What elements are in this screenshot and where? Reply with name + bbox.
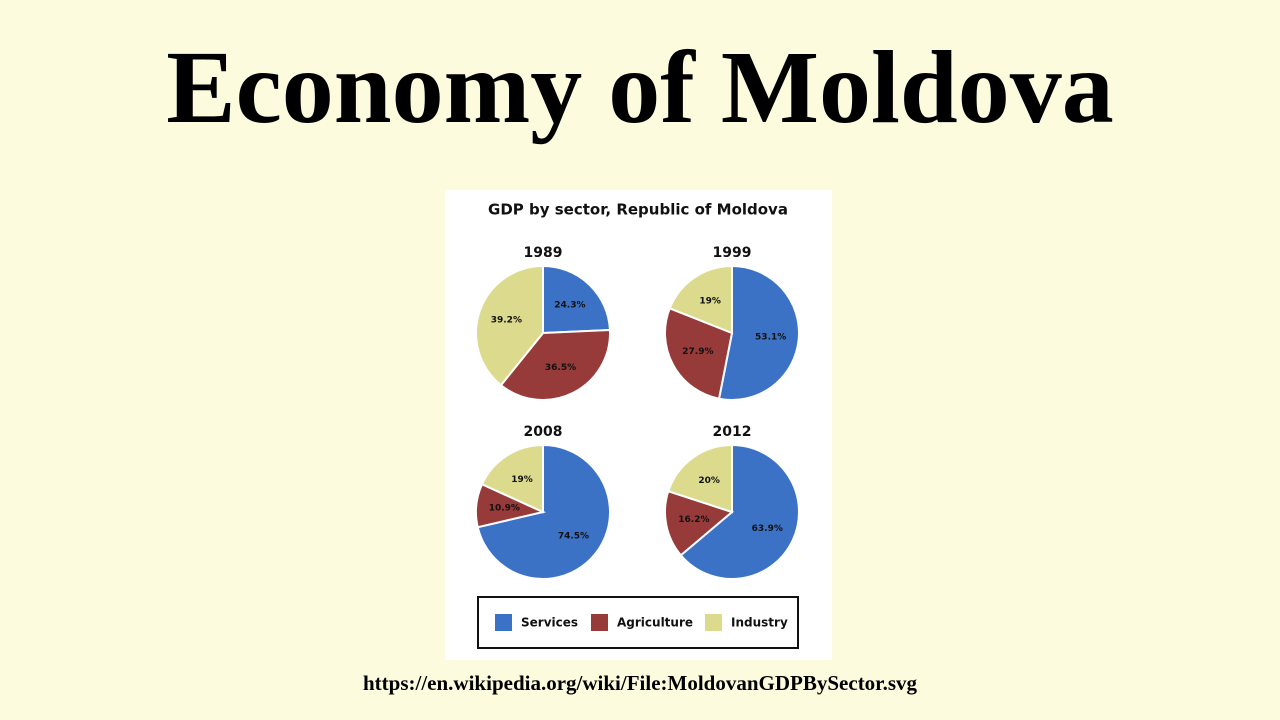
page-title: Economy of Moldova — [166, 30, 1114, 145]
pie-slice — [668, 264, 733, 335]
pie-title: 1989 — [524, 245, 563, 261]
pie-slice — [679, 443, 800, 580]
pie-title: 2012 — [713, 424, 752, 440]
legend-label: Services — [521, 616, 578, 630]
pie-title: 2008 — [524, 424, 563, 440]
figure-title: GDP by sector, Republic of Moldova — [488, 201, 788, 219]
pie-slice — [717, 264, 800, 401]
slice-label: 39.2% — [491, 316, 522, 326]
legend-swatch — [591, 614, 608, 631]
slice-label: 24.3% — [554, 300, 585, 310]
pie-slice — [499, 329, 611, 401]
pie-slice — [667, 443, 733, 514]
slice-label: 10.9% — [489, 504, 520, 514]
legend-label: Industry — [731, 616, 788, 630]
pie-slice — [664, 307, 734, 400]
slice-label: 19% — [511, 475, 533, 485]
pie-slice — [480, 443, 544, 514]
source-url: https://en.wikipedia.org/wiki/File:Moldo… — [363, 671, 917, 695]
legend-box — [477, 596, 799, 649]
slice-label: 74.5% — [558, 532, 589, 542]
figure-panel — [445, 190, 832, 660]
slice-label: 36.5% — [545, 363, 576, 373]
pie-title: 1999 — [713, 245, 752, 261]
pie-slice — [475, 264, 544, 387]
legend-label: Agriculture — [617, 616, 693, 630]
legend-swatch — [495, 614, 512, 631]
slice-label: 16.2% — [678, 515, 709, 525]
slice-label: 53.1% — [755, 332, 786, 342]
slice-label: 20% — [698, 476, 720, 486]
legend-swatch — [705, 614, 722, 631]
pie-slice — [542, 264, 611, 335]
slice-label: 27.9% — [682, 347, 713, 357]
slice-label: 19% — [699, 296, 721, 306]
slice-label: 63.9% — [752, 524, 783, 534]
